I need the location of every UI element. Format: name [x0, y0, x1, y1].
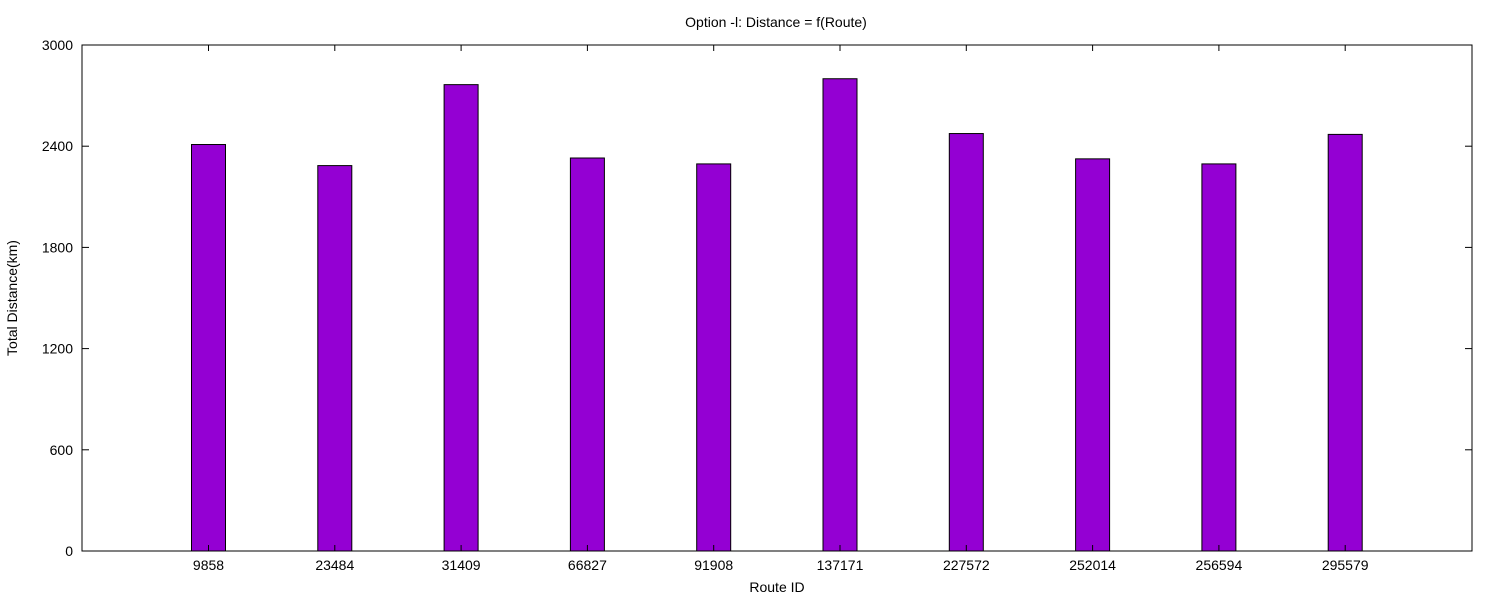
- bar-9858: [191, 144, 226, 552]
- x-tick-label-227572: 227572: [943, 557, 990, 573]
- x-tick-label-66827: 66827: [568, 557, 607, 573]
- x-tick-label-256594: 256594: [1196, 557, 1243, 573]
- y-tick-label-600: 600: [50, 442, 74, 458]
- x-axis-label: Route ID: [749, 579, 804, 595]
- y-tick-label-1200: 1200: [42, 341, 73, 357]
- ticks-group: 9858 23484 31409 66827 91908 137171 227572 2520…: [42, 37, 1472, 573]
- bars-group: [191, 78, 1363, 552]
- y-tick-label-3000: 3000: [42, 37, 73, 53]
- y-tick-label-0: 0: [65, 543, 73, 559]
- x-tick-label-9858: 9858: [193, 557, 224, 573]
- x-tick-label-295579: 295579: [1322, 557, 1369, 573]
- y-tick-label-1800: 1800: [42, 239, 73, 255]
- bar-227572: [948, 133, 984, 552]
- bar-23484: [317, 165, 353, 552]
- chart-title: Option -l: Distance = f(Route): [685, 14, 867, 30]
- x-tick-label-31409: 31409: [442, 557, 481, 573]
- bar-252014: [1075, 158, 1111, 552]
- x-tick-label-252014: 252014: [1069, 557, 1116, 573]
- y-tick-label-2400: 2400: [42, 138, 73, 154]
- x-tick-label-23484: 23484: [315, 557, 354, 573]
- bar-91908: [696, 163, 732, 552]
- x-tick-label-137171: 137171: [817, 557, 864, 573]
- bar-66827: [569, 157, 605, 552]
- bar-295579: [1327, 133, 1363, 552]
- bar-256594: [1201, 163, 1237, 552]
- y-axis-label: Total Distance(km): [4, 240, 20, 356]
- plot-frame: [81, 44, 1473, 552]
- x-tick-label-91908: 91908: [694, 557, 733, 573]
- bar-31409: [443, 84, 479, 552]
- bar-137171: [822, 78, 858, 552]
